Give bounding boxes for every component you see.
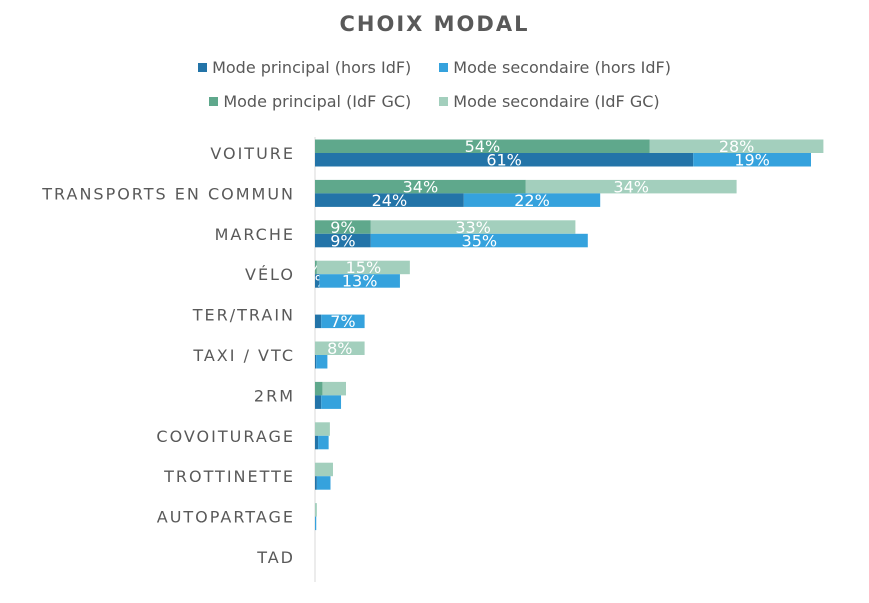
legend-item-secondaire-idf-gc: Mode secondaire (IdF GC) <box>439 92 660 111</box>
bar-2rm-hors-idf-secondaire <box>321 395 342 409</box>
data-label-v-lo-hors-idf-secondaire: 13% <box>342 272 378 291</box>
bar-marche-hors-idf-secondaire <box>370 233 588 248</box>
bar-voiture-idf-gc-principal <box>315 139 650 153</box>
legend-item-principal-idf-gc: Mode principal (IdF GC) <box>209 92 411 111</box>
legend-label-principal-hors-idf: Mode principal (hors IdF) <box>212 58 412 77</box>
bar-trottinette-hors-idf-secondaire <box>316 476 331 490</box>
data-label-voiture-idf-gc-secondaire: 28% <box>719 137 755 156</box>
bar-transports-en-commun-hors-idf-secondaire <box>463 193 601 207</box>
legend-row-2: Mode principal (IdF GC) Mode secondaire … <box>0 92 869 111</box>
category-label-voiture: VOITURE <box>210 144 295 163</box>
data-label-taxi-vtc-idf-gc-secondaire: 8% <box>327 339 352 358</box>
bar-2rm-idf-gc-secondaire <box>322 381 346 396</box>
legend-label-principal-idf-gc: Mode principal (IdF GC) <box>223 92 412 111</box>
legend-swatch-principal-idf-gc <box>209 97 219 106</box>
bar-marche-idf-gc-secondaire <box>370 220 576 234</box>
legend-swatch-secondaire-hors-idf <box>439 63 449 72</box>
category-label-taxi-vtc: TAXI / VTC <box>192 346 295 365</box>
bar-marche-hors-idf-principal <box>315 233 371 248</box>
data-label-marche-idf-gc-principal: 9% <box>330 218 355 237</box>
category-label-autopartage: AUTOPARTAGE <box>157 508 295 527</box>
bar-voiture-hors-idf-principal <box>315 153 694 167</box>
data-label-transports-en-commun-hors-idf-principal: 24% <box>372 191 408 210</box>
bar-covoiturage-hors-idf-principal <box>315 435 319 450</box>
bar-2rm-hors-idf-principal <box>315 395 322 409</box>
bar-trottinette-idf-gc-secondaire <box>315 462 333 477</box>
bar-marche-idf-gc-principal <box>315 220 371 234</box>
data-label-transports-en-commun-hors-idf-secondaire: 22% <box>514 191 550 210</box>
data-label-marche-hors-idf-secondaire: 35% <box>462 231 498 250</box>
bar-transports-en-commun-hors-idf-principal <box>315 193 464 207</box>
category-label-transports-en-commun: TRANSPORTS EN COMMUN <box>41 184 295 203</box>
bar-v-lo-hors-idf-secondaire <box>319 274 400 288</box>
legend-swatch-principal-hors-idf <box>198 63 208 72</box>
bar-autopartage-idf-gc-secondaire <box>315 503 317 517</box>
legend-row-1: Mode principal (hors IdF) Mode secondair… <box>0 58 869 77</box>
bar-v-lo-hors-idf-principal <box>315 274 320 288</box>
bar-taxi-vtc-idf-gc-secondaire <box>315 341 365 355</box>
category-label-2rm: 2RM <box>254 386 295 405</box>
legend-label-secondaire-hors-idf: Mode secondaire (hors IdF) <box>453 58 671 77</box>
data-label-voiture-hors-idf-secondaire: 19% <box>734 151 770 170</box>
bar-voiture-hors-idf-secondaire <box>693 153 811 167</box>
bar-2rm-idf-gc-principal <box>315 381 323 396</box>
bar-trottinette-hors-idf-principal <box>315 476 317 490</box>
category-label-covoiturage: COVOITURAGE <box>156 427 295 446</box>
data-label-ter-train-hors-idf-secondaire: 7% <box>330 312 355 331</box>
bar-ter-train-hors-idf-principal <box>315 314 322 329</box>
bar-v-lo-idf-gc-principal <box>315 260 317 275</box>
category-label-trottinette: TROTTINETTE <box>163 467 295 486</box>
legend-swatch-secondaire-idf-gc <box>439 97 449 106</box>
data-label-marche-idf-gc-secondaire: 33% <box>455 218 491 237</box>
bar-autopartage-hors-idf-secondaire <box>315 516 317 531</box>
legend-item-principal-hors-idf: Mode principal (hors IdF) <box>198 58 411 77</box>
bar-taxi-vtc-hors-idf-principal <box>315 355 317 369</box>
bar-covoiturage-idf-gc-secondaire <box>315 422 330 436</box>
bar-taxi-vtc-hors-idf-secondaire <box>316 355 328 369</box>
data-label-transports-en-commun-idf-gc-principal: 34% <box>403 177 439 196</box>
bar-v-lo-idf-gc-secondaire <box>316 260 410 275</box>
data-label-marche-hors-idf-principal: 9% <box>330 231 355 250</box>
data-label-transports-en-commun-idf-gc-secondaire: 34% <box>613 177 649 196</box>
category-label-v-lo: VÉLO <box>245 265 295 284</box>
data-label-voiture-idf-gc-principal: 54% <box>465 137 501 156</box>
bar-covoiturage-hors-idf-secondaire <box>318 435 329 450</box>
legend-item-secondaire-hors-idf: Mode secondaire (hors IdF) <box>439 58 671 77</box>
category-label-ter-train: TER/TRAIN <box>192 306 295 325</box>
bar-transports-en-commun-idf-gc-principal <box>315 179 526 194</box>
legend-label-secondaire-idf-gc: Mode secondaire (IdF GC) <box>453 92 660 111</box>
category-label-marche: MARCHE <box>215 225 295 244</box>
bar-voiture-idf-gc-secondaire <box>649 139 824 153</box>
bar-ter-train-hors-idf-secondaire <box>321 314 365 329</box>
data-label-v-lo-idf-gc-secondaire: 15% <box>346 258 382 277</box>
data-label-voiture-hors-idf-principal: 61% <box>486 151 522 170</box>
category-label-tad: TAD <box>256 548 295 567</box>
chart-title: CHOIX MODAL <box>339 12 530 36</box>
bar-transports-en-commun-idf-gc-secondaire <box>525 179 737 194</box>
